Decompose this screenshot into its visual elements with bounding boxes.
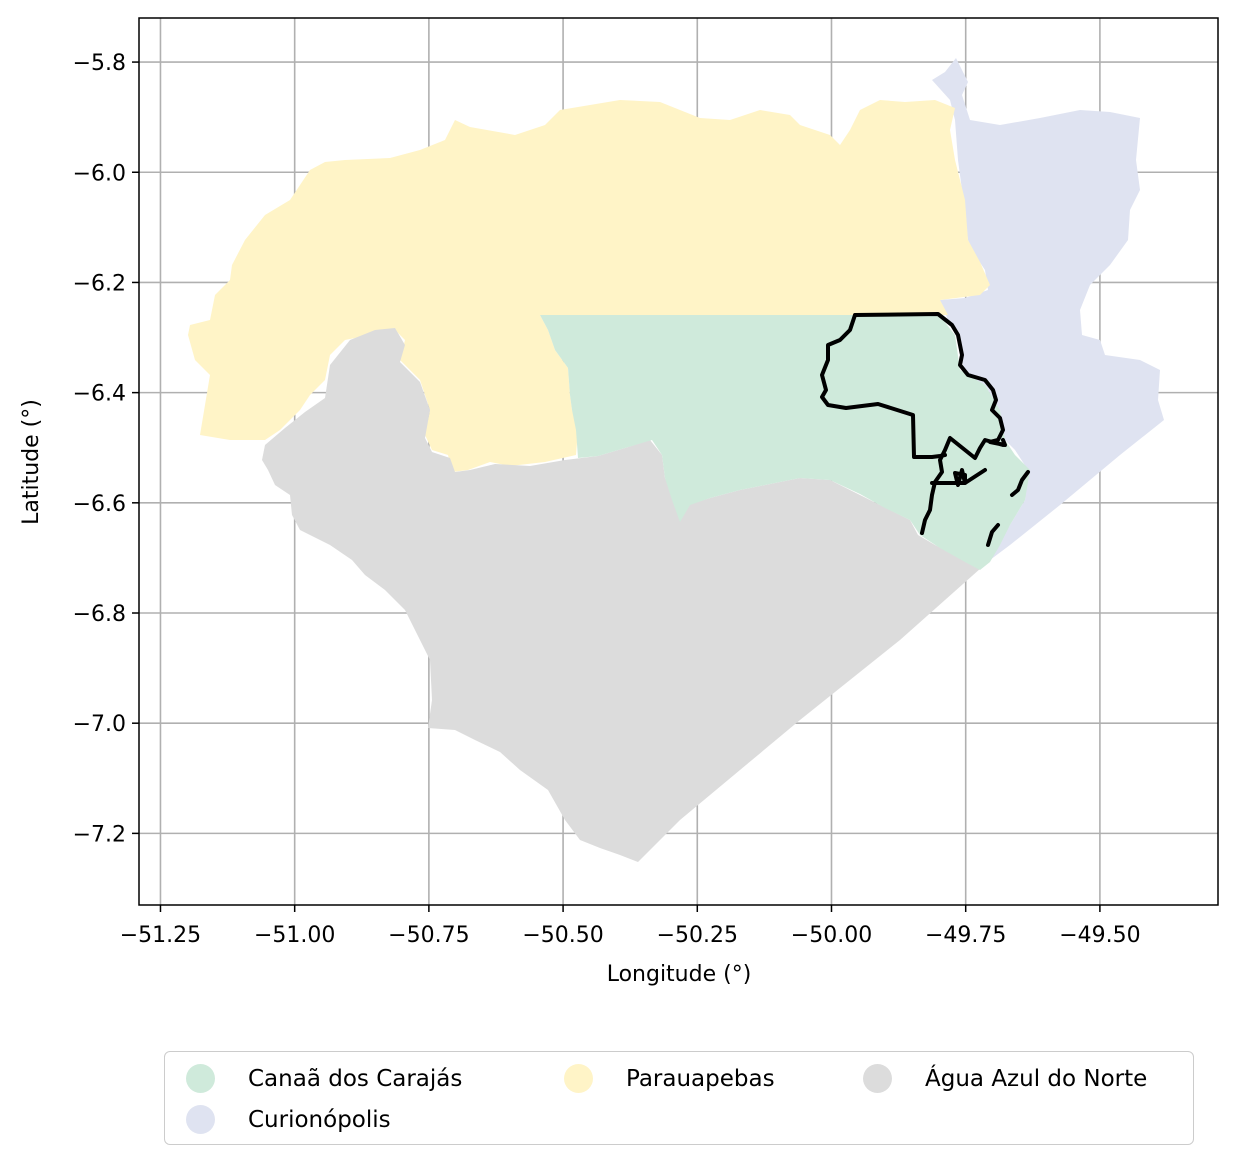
- legend-label-canaa: Canaã dos Carajás: [248, 1065, 463, 1092]
- x-tick-label: −49.75: [925, 923, 1006, 948]
- region-agua-azul: [262, 328, 990, 862]
- x-tick-label: −50.00: [791, 923, 872, 948]
- legend-item-agua-azul: Água Azul do Norte: [863, 1064, 1147, 1093]
- x-axis-label: Longitude (°): [607, 962, 752, 987]
- y-tick-label: −6.4: [73, 382, 126, 407]
- y-tick-label: −6.2: [73, 271, 126, 296]
- region-curionopolis: [932, 58, 1164, 560]
- legend: Canaã dos Carajás Curionópolis Parauapeb…: [164, 1051, 1194, 1145]
- x-tick-label: −50.75: [388, 923, 469, 948]
- legend-item-canaa: Canaã dos Carajás: [186, 1064, 462, 1093]
- x-tick-label: −49.50: [1059, 923, 1140, 948]
- y-tick-label: −6.0: [73, 161, 126, 186]
- legend-marker-canaa: [186, 1064, 215, 1093]
- legend-label-agua-azul: Água Azul do Norte: [925, 1065, 1148, 1092]
- x-tick-label: −50.50: [522, 923, 603, 948]
- region-canaa: [540, 315, 1030, 570]
- legend-marker-parauapebas: [564, 1064, 593, 1093]
- x-tick-label: −51.00: [254, 923, 335, 948]
- legend-label-curionopolis: Curionópolis: [248, 1106, 391, 1133]
- outline-boundary: [820, 312, 1030, 547]
- outline-segment-east: [1010, 470, 1030, 497]
- y-axis-label: Latitude (°): [19, 399, 44, 525]
- region-parauapebas: [188, 100, 990, 472]
- legend-label-parauapebas: Parauapebas: [626, 1065, 775, 1092]
- x-tick-label: −50.25: [657, 923, 738, 948]
- y-tick-label: −5.8: [73, 51, 126, 76]
- x-tick-label: −51.25: [120, 923, 201, 948]
- y-tick-label: −6.8: [73, 602, 126, 627]
- outline-main: [820, 312, 1007, 535]
- x-axis-ticks: −51.25 −51.00 −50.75 −50.50 −50.25 −50.00 −49.…: [120, 905, 1141, 948]
- legend-item-parauapebas: Parauapebas: [564, 1064, 775, 1093]
- y-tick-label: −7.2: [73, 822, 126, 847]
- y-tick-label: −6.6: [73, 492, 126, 517]
- outline-segment-south: [986, 523, 1000, 547]
- axes-frame: [138, 17, 1219, 906]
- regions: [188, 58, 1164, 862]
- legend-marker-curionopolis: [186, 1105, 215, 1134]
- y-tick-label: −7.0: [73, 712, 126, 737]
- legend-marker-agua-azul: [863, 1064, 892, 1093]
- y-axis-ticks: −5.8 −6.0 −6.2 −6.4 −6.6 −6.8 −7.0 −7.2: [73, 51, 139, 847]
- legend-item-curionopolis: Curionópolis: [186, 1105, 391, 1134]
